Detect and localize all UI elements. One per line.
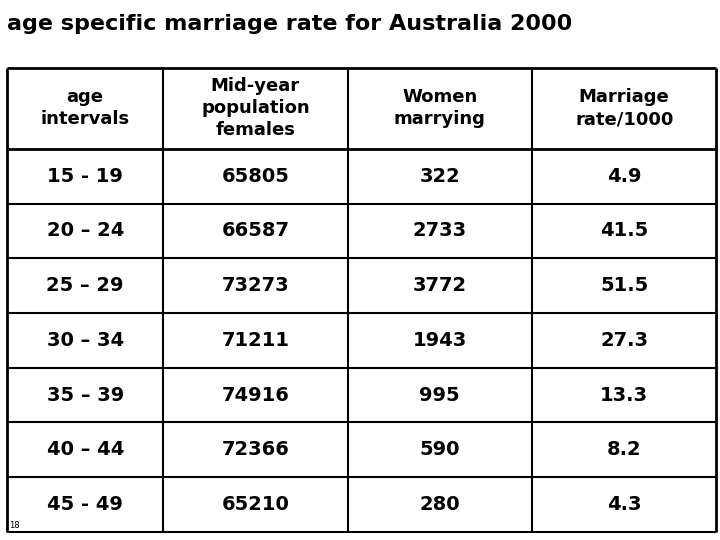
Text: age specific marriage rate for Australia 2000: age specific marriage rate for Australia… <box>7 14 572 33</box>
Text: 73273: 73273 <box>222 276 289 295</box>
Text: Women
marrying: Women marrying <box>394 88 486 128</box>
Text: 590: 590 <box>420 440 460 460</box>
Text: 4.9: 4.9 <box>607 167 642 186</box>
Text: 322: 322 <box>420 167 460 186</box>
Text: 74916: 74916 <box>222 386 289 404</box>
Text: 8.2: 8.2 <box>607 440 642 460</box>
Text: 51.5: 51.5 <box>600 276 648 295</box>
Text: 72366: 72366 <box>222 440 289 460</box>
Text: 66587: 66587 <box>222 221 289 240</box>
Text: 2733: 2733 <box>413 221 467 240</box>
Text: 65805: 65805 <box>222 167 289 186</box>
Text: 35 – 39: 35 – 39 <box>47 386 124 404</box>
Text: 18: 18 <box>9 521 20 530</box>
Text: 15 - 19: 15 - 19 <box>48 167 123 186</box>
Text: age
intervals: age intervals <box>40 88 130 128</box>
Text: 65210: 65210 <box>222 495 289 514</box>
Text: Mid-year
population
females: Mid-year population females <box>201 77 310 139</box>
Text: Marriage
rate/1000: Marriage rate/1000 <box>575 88 673 128</box>
Text: 27.3: 27.3 <box>600 331 648 350</box>
Text: 20 – 24: 20 – 24 <box>47 221 124 240</box>
Text: 280: 280 <box>420 495 460 514</box>
Text: 995: 995 <box>420 386 460 404</box>
Text: 30 – 34: 30 – 34 <box>47 331 124 350</box>
Text: 41.5: 41.5 <box>600 221 648 240</box>
Text: 4.3: 4.3 <box>607 495 642 514</box>
Text: 13.3: 13.3 <box>600 386 648 404</box>
Text: 40 – 44: 40 – 44 <box>47 440 124 460</box>
Text: 45 - 49: 45 - 49 <box>48 495 123 514</box>
Text: 1943: 1943 <box>413 331 467 350</box>
Text: 71211: 71211 <box>222 331 289 350</box>
Text: 3772: 3772 <box>413 276 467 295</box>
Text: 25 – 29: 25 – 29 <box>47 276 124 295</box>
